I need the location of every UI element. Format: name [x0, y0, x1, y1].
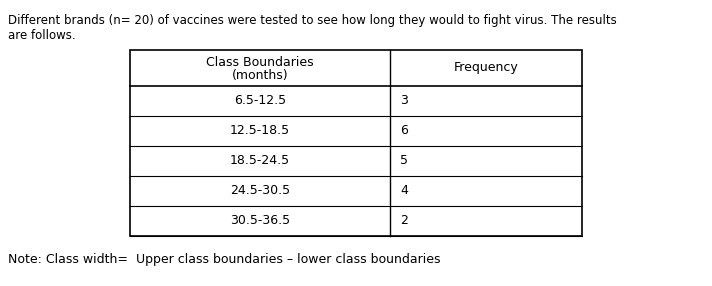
- Text: 3: 3: [400, 94, 408, 108]
- Text: Class Boundaries: Class Boundaries: [206, 55, 314, 69]
- Text: Note: Class width=  Upper class boundaries – lower class boundaries: Note: Class width= Upper class boundarie…: [8, 253, 441, 266]
- Bar: [130, 50, 582, 236]
- Text: (months): (months): [231, 69, 288, 82]
- Text: 4: 4: [400, 184, 408, 198]
- Text: 24.5-30.5: 24.5-30.5: [230, 184, 290, 198]
- Text: Different brands (n= 20) of vaccines were tested to see how long they would to f: Different brands (n= 20) of vaccines wer…: [8, 14, 617, 27]
- Text: 5: 5: [400, 154, 408, 168]
- Text: 6.5-12.5: 6.5-12.5: [234, 94, 286, 108]
- Text: Frequency: Frequency: [454, 61, 518, 74]
- Text: 6: 6: [400, 124, 408, 138]
- Text: 2: 2: [400, 214, 408, 227]
- Text: 18.5-24.5: 18.5-24.5: [230, 154, 290, 168]
- Text: 12.5-18.5: 12.5-18.5: [230, 124, 290, 138]
- Text: 30.5-36.5: 30.5-36.5: [230, 214, 290, 227]
- Text: are follows.: are follows.: [8, 29, 75, 42]
